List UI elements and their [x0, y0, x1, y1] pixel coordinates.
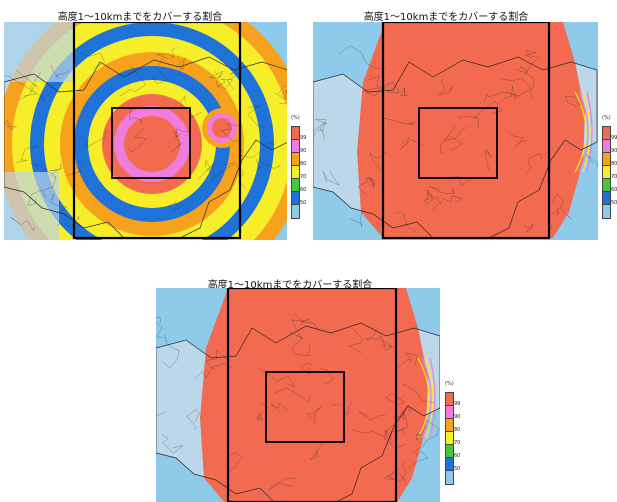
inner-domain-box: [265, 371, 345, 443]
colorbar-label: 90: [454, 414, 461, 420]
colorbar-label: 60: [611, 187, 617, 193]
panel-top-right: 高度1〜10kmまでをカバーする割合 (%) 99 90 80 70 60 50: [310, 0, 617, 250]
coastline: [156, 322, 440, 502]
colorbar-label: 99: [454, 401, 461, 407]
inner-domain-box: [418, 107, 498, 179]
colorbar-label: 50: [300, 200, 307, 206]
colorbar-label: 99: [611, 135, 617, 141]
colorbar-label: 80: [300, 161, 307, 167]
panel-title: 高度1〜10kmまでをカバーする割合: [57, 12, 223, 23]
colorbar-label: 60: [300, 187, 307, 193]
colorbar-swatch: [602, 204, 611, 219]
colorbar-label: 70: [454, 440, 461, 446]
coverage-area: [200, 288, 436, 502]
colorbar-label: 70: [300, 174, 307, 180]
inner-domain-box: [111, 107, 191, 179]
colorbar-label: 50: [611, 200, 617, 206]
colorbar-label: 99: [300, 135, 307, 141]
coverage-map: [4, 22, 287, 240]
coverage-map: [313, 22, 598, 240]
colorbar-label: 80: [611, 161, 617, 167]
colorbar-label: 70: [611, 174, 617, 180]
coverage-map: [156, 288, 440, 502]
colorbar-swatch: [445, 470, 454, 485]
prefecture-boundaries: [313, 45, 598, 234]
outer-domain-box: [72, 22, 242, 240]
colorbar-unit: (%): [291, 115, 300, 121]
panel-title: 高度1〜10kmまでをカバーする割合: [207, 280, 373, 291]
panel-top-left: 高度1〜10kmまでをカバーする割合 (%) 99 90 80 70 60 50: [0, 0, 310, 250]
coverage-area: [357, 22, 593, 238]
outer-domain-box: [381, 22, 551, 240]
panel-bottom-center: 高度1〜10kmまでをカバーする割合 (%) 99 90 80 70 60 50: [150, 268, 470, 502]
colorbar-unit: (%): [445, 381, 454, 387]
colorbar-label: 90: [611, 148, 617, 154]
colorbar-label: 60: [454, 453, 461, 459]
colorbar-unit: (%): [602, 115, 611, 121]
colorbar-swatch: [291, 204, 300, 219]
colorbar-label: 50: [454, 466, 461, 472]
outer-domain-box: [226, 288, 398, 502]
panel-title: 高度1〜10kmまでをカバーする割合: [363, 12, 529, 23]
colorbar-label: 90: [300, 148, 307, 154]
colorbar-label: 80: [454, 427, 461, 433]
